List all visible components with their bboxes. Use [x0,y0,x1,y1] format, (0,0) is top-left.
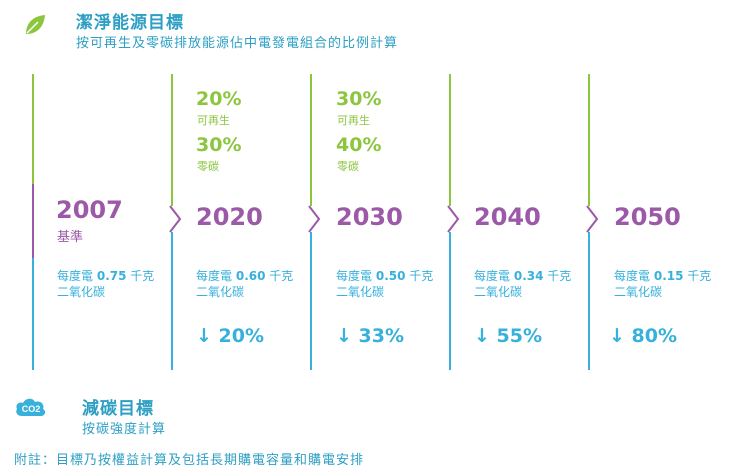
renewable-label: 可再生 [337,114,370,127]
carbon-intensity: 每度電 0.15 千克 二氧化碳 [614,269,712,299]
page-subtitle: 按可再生及零碳排放能源佔中電發電組合的比例計算 [76,36,399,51]
renewable-label: 可再生 [197,114,230,127]
year-label: 2050 [614,203,681,231]
carbon-intensity: 每度電 0.60 千克 二氧化碳 [196,269,294,299]
co2-cloud-icon: CO2 [16,398,46,416]
chevron-right-icon [169,205,182,233]
co2-icon-text: CO2 [22,404,41,414]
reduction-pct: ↓ 20% [196,325,265,347]
section-subtitle: 按碳強度計算 [82,422,167,437]
divider-line-blue [171,232,173,370]
renewable-pct: 30% [336,88,382,110]
reduction-pct: ↓ 80% [609,325,678,347]
zero-carbon-label: 零碳 [197,160,219,173]
divider-line-blue [449,232,451,370]
divider-line-green [171,74,173,206]
zero-carbon-pct: 40% [336,134,382,156]
divider-line-blue [32,258,34,370]
page-title: 潔淨能源目標 [76,13,184,33]
zero-carbon-pct: 30% [196,134,242,156]
carbon-intensity: 每度電 0.34 千克 二氧化碳 [474,269,572,299]
year-label: 2030 [336,203,403,231]
year-label: 2040 [474,203,541,231]
divider-line-green [32,74,34,184]
reduction-pct: ↓ 55% [474,325,543,347]
divider-line-green [588,74,590,206]
chevron-right-icon [308,205,321,233]
baseline-label: 基準 [57,230,84,245]
divider-line-blue [588,232,590,370]
divider-line-purple [32,184,34,258]
reduction-pct: ↓ 33% [336,325,405,347]
footnote: 附註：目標乃按權益計算及包括長期購電容量和購電安排 [14,453,365,468]
divider-line-green [310,74,312,206]
chevron-right-icon [447,205,460,233]
leaf-icon [26,15,45,34]
chevron-right-icon [586,205,599,233]
section-title: 減碳目標 [82,399,154,419]
year-label: 2020 [196,203,263,231]
divider-line-blue [310,232,312,370]
year-label: 2007 [56,196,123,224]
divider-line-green [449,74,451,206]
carbon-intensity: 每度電 0.75 千克 二氧化碳 [57,269,155,299]
renewable-pct: 20% [196,88,242,110]
carbon-intensity: 每度電 0.50 千克 二氧化碳 [336,269,434,299]
zero-carbon-label: 零碳 [337,160,359,173]
